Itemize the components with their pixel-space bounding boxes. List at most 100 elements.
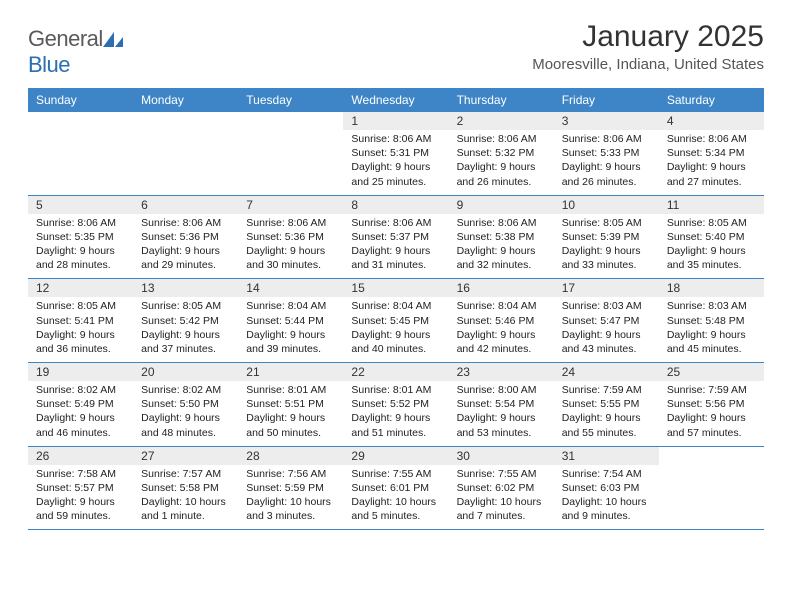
day-number: 28 [238,447,343,465]
day-details: Sunrise: 7:54 AMSunset: 6:03 PMDaylight:… [554,465,659,530]
day-cell: 13Sunrise: 8:05 AMSunset: 5:42 PMDayligh… [133,279,238,362]
day-number: 7 [238,196,343,214]
detail-line: Sunset: 5:51 PM [246,397,335,411]
week-row: 19Sunrise: 8:02 AMSunset: 5:49 PMDayligh… [28,363,764,447]
detail-line: Daylight: 10 hours [351,495,440,509]
day-details: Sunrise: 7:56 AMSunset: 5:59 PMDaylight:… [238,465,343,530]
day-details: Sunrise: 8:04 AMSunset: 5:45 PMDaylight:… [343,297,448,362]
detail-line: Sunrise: 8:06 AM [562,132,651,146]
day-number: 15 [343,279,448,297]
detail-line: Sunrise: 8:03 AM [562,299,651,313]
day-cell: 30Sunrise: 7:55 AMSunset: 6:02 PMDayligh… [449,447,554,530]
detail-line: Daylight: 9 hours [667,328,756,342]
detail-line: Sunrise: 8:04 AM [246,299,335,313]
day-number: 27 [133,447,238,465]
day-details: Sunrise: 8:04 AMSunset: 5:46 PMDaylight:… [449,297,554,362]
day-cell: 12Sunrise: 8:05 AMSunset: 5:41 PMDayligh… [28,279,133,362]
detail-line: Daylight: 9 hours [457,244,546,258]
detail-line: Sunset: 5:35 PM [36,230,125,244]
detail-line: Sunset: 5:36 PM [141,230,230,244]
day-number [659,447,764,465]
detail-line: Sunset: 5:48 PM [667,314,756,328]
day-details: Sunrise: 8:06 AMSunset: 5:38 PMDaylight:… [449,214,554,279]
day-details: Sunrise: 8:05 AMSunset: 5:39 PMDaylight:… [554,214,659,279]
detail-line: Daylight: 9 hours [141,411,230,425]
day-number: 23 [449,363,554,381]
calendar-grid: SundayMondayTuesdayWednesdayThursdayFrid… [28,88,764,530]
day-number: 26 [28,447,133,465]
day-details: Sunrise: 7:58 AMSunset: 5:57 PMDaylight:… [28,465,133,530]
detail-line: Sunset: 5:31 PM [351,146,440,160]
day-details: Sunrise: 8:05 AMSunset: 5:42 PMDaylight:… [133,297,238,362]
detail-line: Sunset: 5:55 PM [562,397,651,411]
day-details: Sunrise: 8:04 AMSunset: 5:44 PMDaylight:… [238,297,343,362]
detail-line: and 5 minutes. [351,509,440,523]
detail-line: Sunset: 5:52 PM [351,397,440,411]
detail-line: Sunrise: 8:04 AM [351,299,440,313]
detail-line: Sunset: 5:44 PM [246,314,335,328]
detail-line: Sunrise: 8:02 AM [141,383,230,397]
day-details: Sunrise: 8:02 AMSunset: 5:50 PMDaylight:… [133,381,238,446]
detail-line: Sunrise: 8:01 AM [351,383,440,397]
day-number: 2 [449,112,554,130]
detail-line: Daylight: 9 hours [562,328,651,342]
day-cell: 6Sunrise: 8:06 AMSunset: 5:36 PMDaylight… [133,196,238,279]
dow-header: Monday [133,88,238,112]
day-details: Sunrise: 8:06 AMSunset: 5:35 PMDaylight:… [28,214,133,279]
detail-line: Sunrise: 8:05 AM [141,299,230,313]
day-cell: 17Sunrise: 8:03 AMSunset: 5:47 PMDayligh… [554,279,659,362]
detail-line: Daylight: 9 hours [667,244,756,258]
day-cell: 18Sunrise: 8:03 AMSunset: 5:48 PMDayligh… [659,279,764,362]
detail-line: Daylight: 9 hours [457,160,546,174]
day-cell: 21Sunrise: 8:01 AMSunset: 5:51 PMDayligh… [238,363,343,446]
detail-line: Sunset: 5:38 PM [457,230,546,244]
day-number [238,112,343,130]
day-cell: 27Sunrise: 7:57 AMSunset: 5:58 PMDayligh… [133,447,238,530]
detail-line: Daylight: 9 hours [246,411,335,425]
day-details: Sunrise: 8:03 AMSunset: 5:48 PMDaylight:… [659,297,764,362]
detail-line: Sunrise: 8:06 AM [351,132,440,146]
detail-line: Sunrise: 7:57 AM [141,467,230,481]
day-number: 10 [554,196,659,214]
logo-sail-icon [103,30,125,48]
dow-header: Tuesday [238,88,343,112]
detail-line: Daylight: 9 hours [141,328,230,342]
detail-line: Daylight: 9 hours [246,244,335,258]
detail-line: Sunrise: 8:05 AM [36,299,125,313]
detail-line: Sunrise: 8:00 AM [457,383,546,397]
detail-line: and 32 minutes. [457,258,546,272]
day-cell: 29Sunrise: 7:55 AMSunset: 6:01 PMDayligh… [343,447,448,530]
detail-line: Daylight: 9 hours [36,328,125,342]
detail-line: Daylight: 9 hours [351,244,440,258]
detail-line: and 59 minutes. [36,509,125,523]
detail-line: Sunrise: 8:05 AM [667,216,756,230]
week-row: 12Sunrise: 8:05 AMSunset: 5:41 PMDayligh… [28,279,764,363]
detail-line: and 1 minute. [141,509,230,523]
detail-line: Sunset: 5:49 PM [36,397,125,411]
day-cell: 16Sunrise: 8:04 AMSunset: 5:46 PMDayligh… [449,279,554,362]
detail-line: Daylight: 9 hours [667,160,756,174]
day-cell: 24Sunrise: 7:59 AMSunset: 5:55 PMDayligh… [554,363,659,446]
day-details: Sunrise: 8:06 AMSunset: 5:37 PMDaylight:… [343,214,448,279]
day-cell: 19Sunrise: 8:02 AMSunset: 5:49 PMDayligh… [28,363,133,446]
day-number: 18 [659,279,764,297]
detail-line: Sunset: 5:36 PM [246,230,335,244]
day-cell: 5Sunrise: 8:06 AMSunset: 5:35 PMDaylight… [28,196,133,279]
detail-line: Daylight: 10 hours [141,495,230,509]
day-number: 5 [28,196,133,214]
day-number: 12 [28,279,133,297]
detail-line: Sunset: 5:40 PM [667,230,756,244]
calendar-page: GeneralBlue January 2025 Mooresville, In… [0,0,792,550]
day-number: 16 [449,279,554,297]
day-cell: 3Sunrise: 8:06 AMSunset: 5:33 PMDaylight… [554,112,659,195]
detail-line: Sunset: 5:59 PM [246,481,335,495]
detail-line: Sunrise: 8:06 AM [141,216,230,230]
day-cell: 10Sunrise: 8:05 AMSunset: 5:39 PMDayligh… [554,196,659,279]
day-number: 22 [343,363,448,381]
day-cell: 9Sunrise: 8:06 AMSunset: 5:38 PMDaylight… [449,196,554,279]
detail-line: Sunrise: 7:58 AM [36,467,125,481]
day-details: Sunrise: 7:57 AMSunset: 5:58 PMDaylight:… [133,465,238,530]
day-details: Sunrise: 8:01 AMSunset: 5:52 PMDaylight:… [343,381,448,446]
day-cell [133,112,238,195]
detail-line: Sunrise: 8:05 AM [562,216,651,230]
